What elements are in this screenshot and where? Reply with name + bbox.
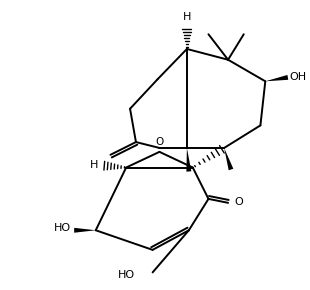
Polygon shape bbox=[224, 148, 233, 170]
Polygon shape bbox=[186, 148, 191, 172]
Text: O: O bbox=[155, 137, 164, 147]
Text: HO: HO bbox=[54, 223, 71, 233]
Text: H: H bbox=[90, 160, 99, 170]
Polygon shape bbox=[74, 228, 96, 233]
Polygon shape bbox=[265, 75, 288, 81]
Text: H: H bbox=[183, 12, 191, 23]
Text: O: O bbox=[234, 197, 243, 207]
Text: OH: OH bbox=[290, 72, 307, 82]
Text: HO: HO bbox=[118, 270, 135, 280]
